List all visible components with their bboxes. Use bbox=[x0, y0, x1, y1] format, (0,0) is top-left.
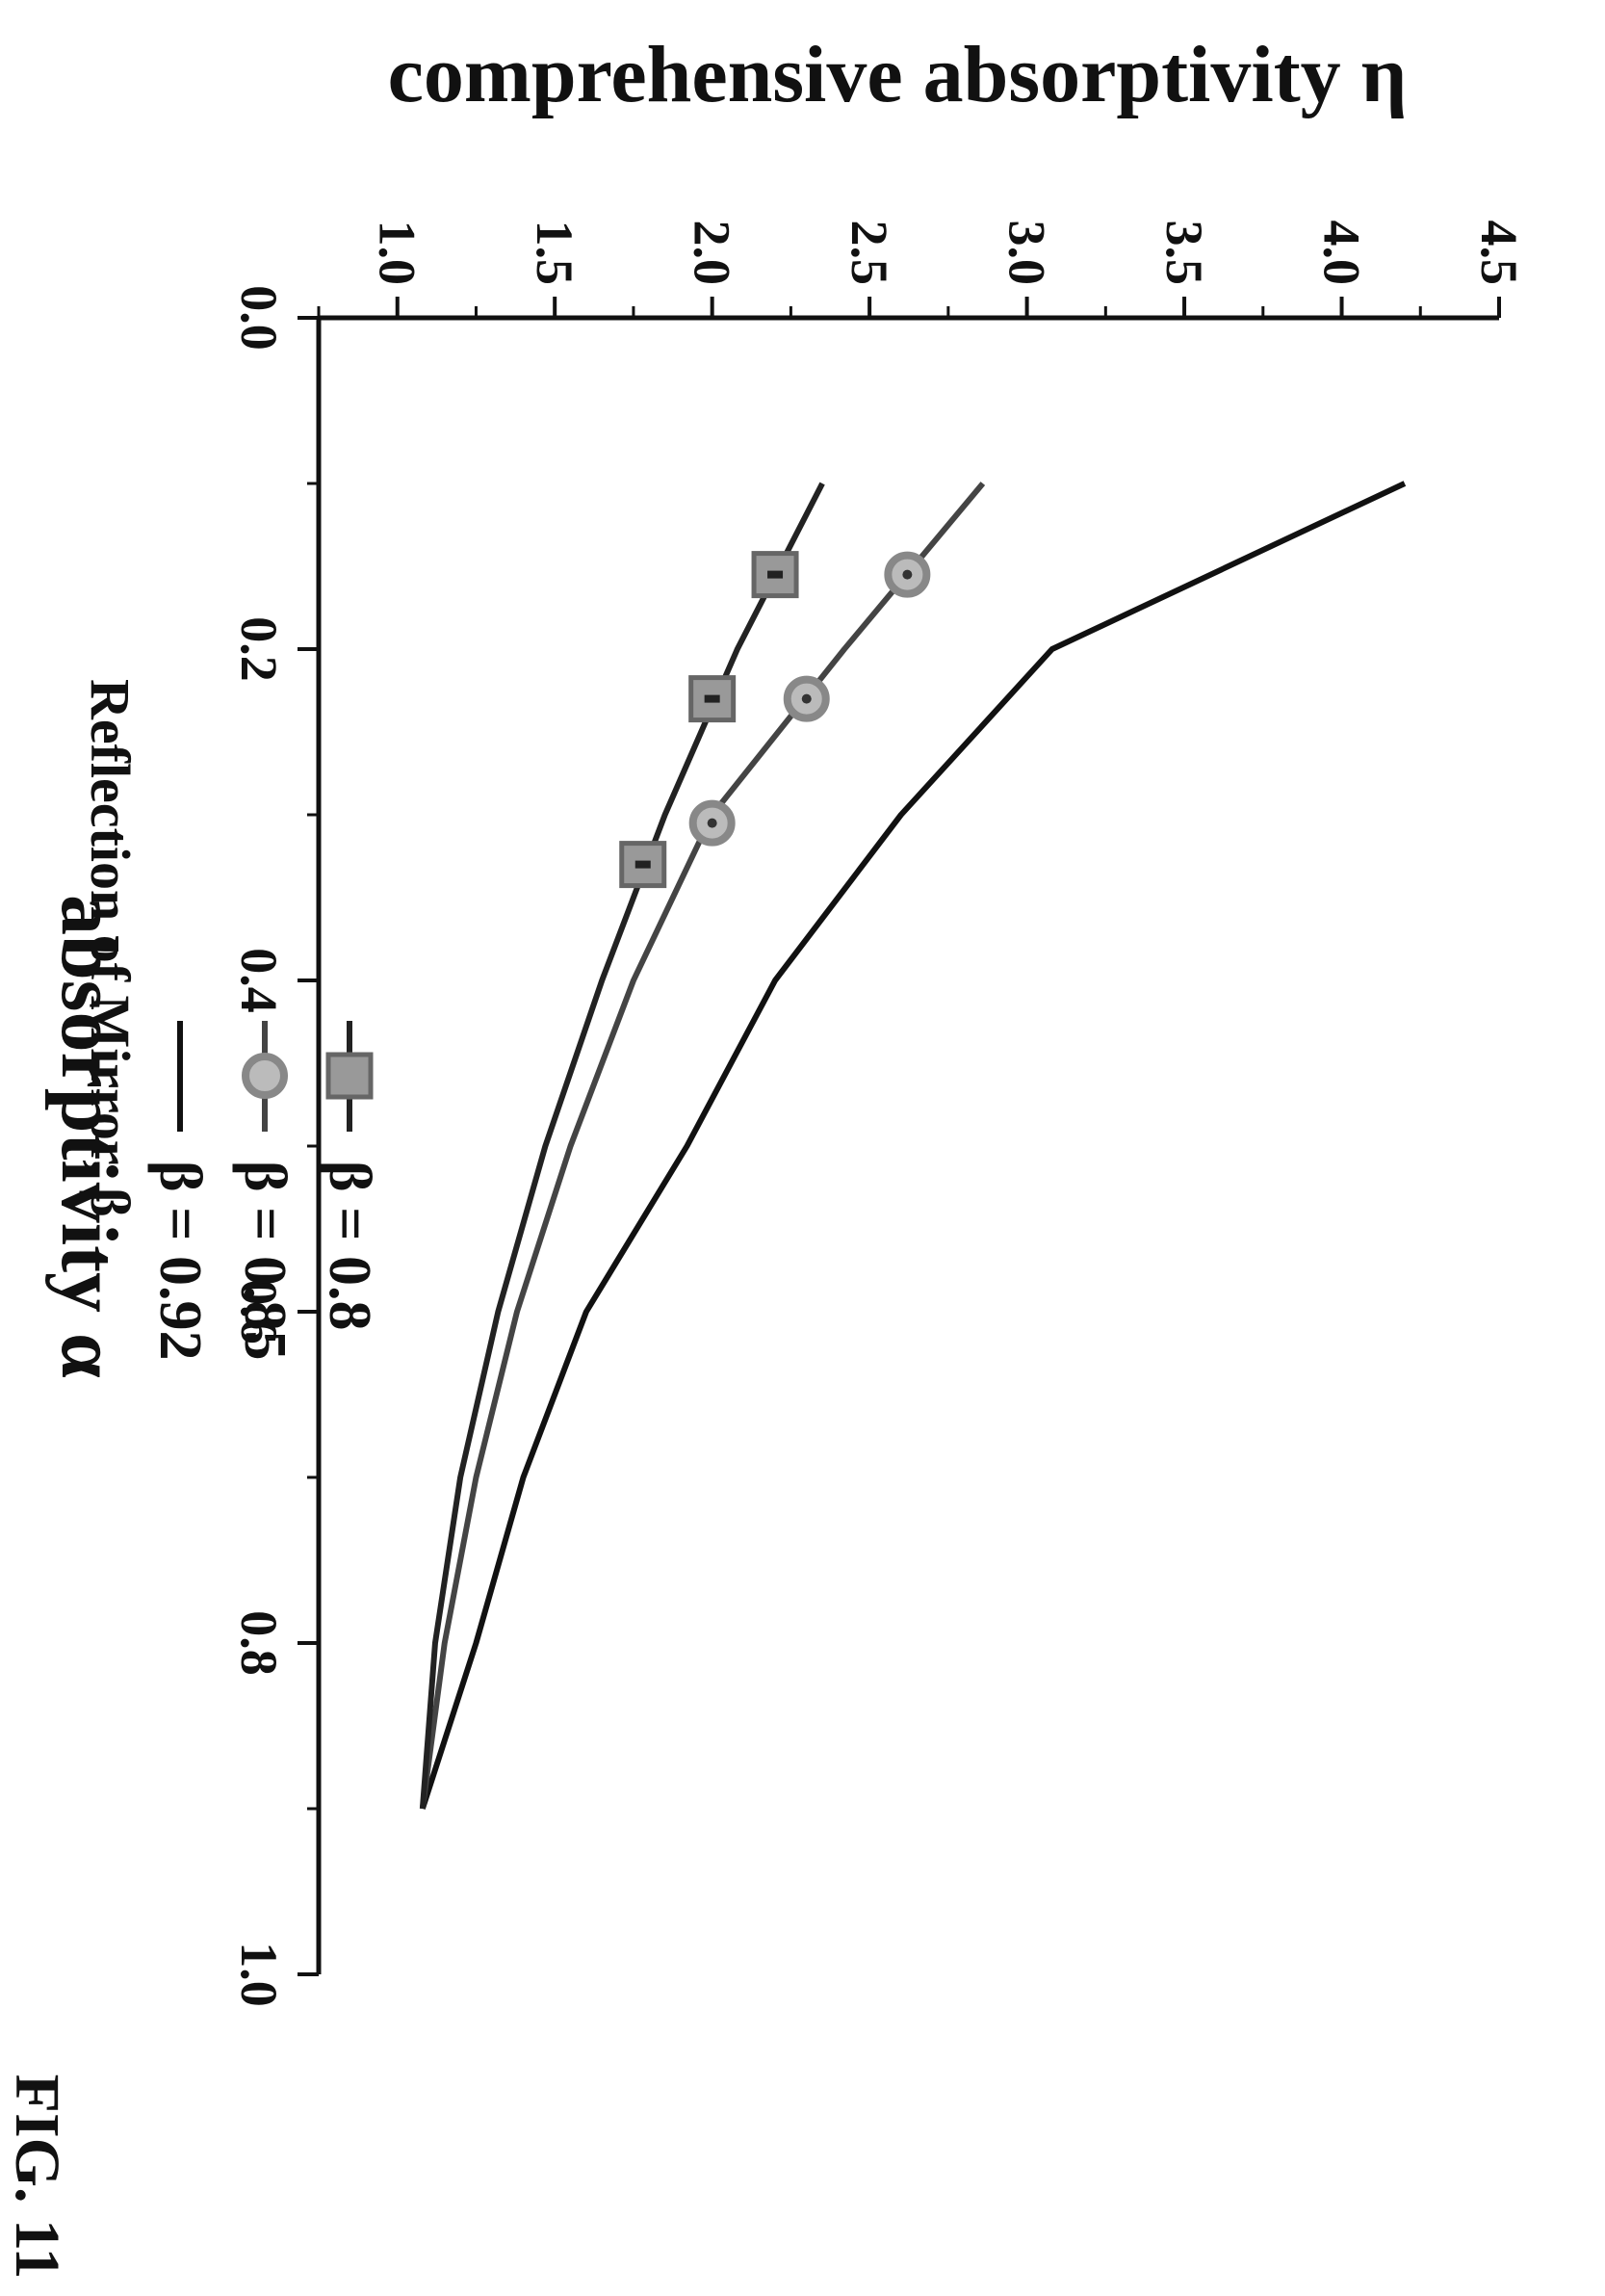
data-point-center bbox=[707, 818, 717, 828]
x-tick-label: 0.4 bbox=[230, 948, 288, 1013]
data-point-center bbox=[767, 570, 784, 579]
data-point-center bbox=[634, 860, 651, 869]
y-tick-label: 4.5 bbox=[1470, 221, 1528, 286]
figure-label: FIG. 11 bbox=[2, 2074, 72, 2280]
y-tick-label: 1.0 bbox=[369, 221, 427, 286]
x-tick-label: 0.0 bbox=[230, 285, 288, 351]
legend-label: β = 0.92 bbox=[147, 1161, 213, 1361]
legend: Reflection of Mirror, β β = 0.92 β = 0.85… bbox=[79, 679, 382, 1361]
series-group bbox=[419, 481, 1407, 1810]
legend-label: β = 0.8 bbox=[317, 1161, 382, 1331]
data-point-center bbox=[704, 694, 720, 703]
data-point-center bbox=[902, 569, 913, 580]
y-axis-label: comprehensive absorptivity η bbox=[388, 30, 1408, 119]
x-axis-label: absorptivity α bbox=[44, 895, 134, 1378]
x-tick-label: 0.6 bbox=[230, 1279, 288, 1344]
x-tick-label: 1.0 bbox=[230, 1942, 288, 2007]
y-tick-label: 2.5 bbox=[841, 221, 898, 286]
y-tick-label: 3.5 bbox=[1155, 221, 1213, 286]
y-tick-label: 4.0 bbox=[1313, 221, 1371, 286]
x-tick-label: 0.8 bbox=[230, 1610, 288, 1676]
legend-title: Reflection of Mirror, β bbox=[79, 679, 142, 1217]
legend-marker bbox=[325, 1052, 374, 1100]
y-tick-label: 2.0 bbox=[684, 221, 741, 286]
rotated-figure: 0.0 0.2 0.4 0.6 0.8 1.0 1.0 1.5 2.0 2.5 3.0 3.5 4.0… bbox=[2, 30, 1528, 2279]
y-tick-label: 1.5 bbox=[526, 221, 583, 286]
y-ticks: 1.0 1.5 2.0 2.5 3.0 3.5 4.0 4.5 bbox=[317, 221, 1528, 318]
legend-marker bbox=[242, 1053, 288, 1099]
x-tick-label: 0.2 bbox=[230, 616, 288, 682]
series-line bbox=[420, 481, 1407, 1810]
y-tick-label: 3.0 bbox=[998, 221, 1056, 286]
x-ticks: 0.0 0.2 0.4 0.6 0.8 1.0 bbox=[230, 285, 319, 2007]
data-point-center bbox=[801, 693, 812, 704]
legend-label: β = 0.85 bbox=[232, 1161, 298, 1361]
